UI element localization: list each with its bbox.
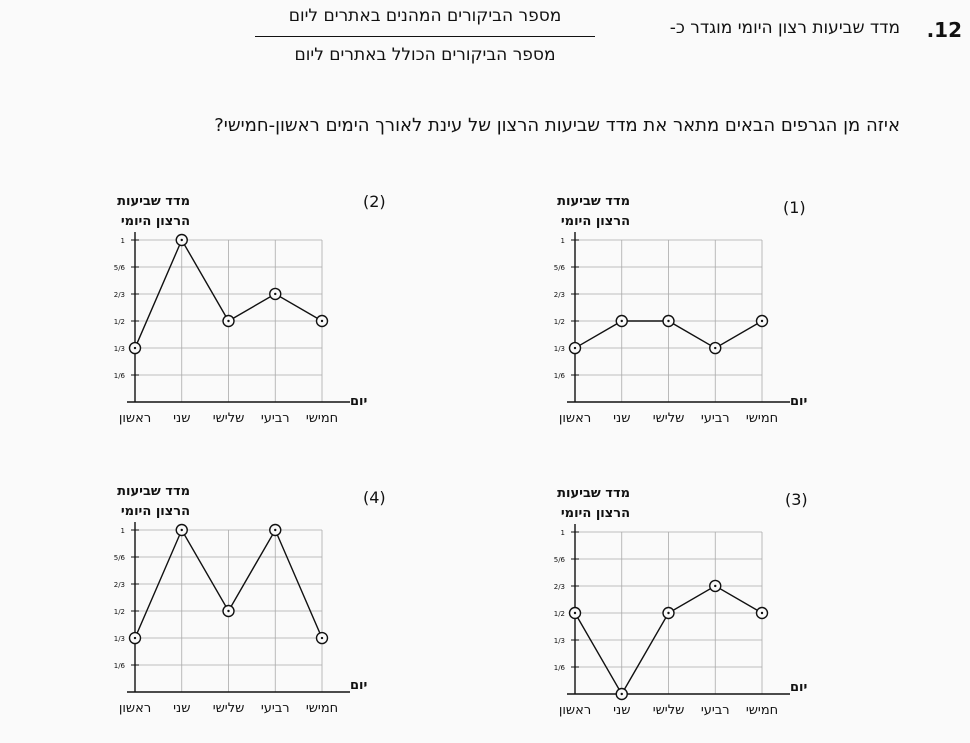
x-category-label: חמישי bbox=[746, 703, 778, 718]
data-point-center bbox=[227, 319, 230, 323]
graph-3-title-line2: הרצון היומי bbox=[560, 506, 630, 521]
data-point-center bbox=[573, 346, 577, 350]
y-tick-label: 1/6 bbox=[114, 372, 126, 380]
x-category-label: רביעי bbox=[701, 411, 730, 426]
y-tick-label: 1/6 bbox=[114, 662, 126, 670]
y-tick-label: 1/2 bbox=[114, 318, 125, 326]
data-point-center bbox=[180, 528, 183, 532]
y-tick-label: 1/3 bbox=[554, 637, 565, 645]
y-tick-label: 1/2 bbox=[554, 318, 565, 326]
y-tick-label: 2/3 bbox=[114, 581, 125, 589]
x-category-label: ראשון bbox=[119, 701, 151, 716]
y-tick-label: 1/6 bbox=[554, 372, 566, 380]
graph-2-xlabel: יום bbox=[350, 394, 368, 409]
graph-2-ylabel: מדד שביעות הרצון היומי bbox=[70, 192, 190, 232]
x-category-label: חמישי bbox=[306, 701, 338, 716]
graph-3-title-line1: מדד שביעות bbox=[557, 486, 630, 501]
x-category-label: שלישי bbox=[213, 701, 245, 716]
data-point-center bbox=[320, 636, 324, 640]
y-tick-label: 5/6 bbox=[554, 264, 566, 272]
y-tick-label: 1/3 bbox=[114, 345, 125, 353]
graph-2-title-line1: מדד שביעות bbox=[117, 194, 190, 209]
data-point-center bbox=[573, 611, 577, 615]
graph-1: מדד שביעות הרצון היומי (1) יום 1 5/6 2/3 1/… bbox=[520, 190, 850, 430]
y-tick-label: 2/3 bbox=[554, 583, 565, 591]
graph-4-title-line1: מדד שביעות bbox=[117, 484, 190, 499]
data-point-center bbox=[620, 319, 623, 323]
graph-3-xlabel: יום bbox=[790, 680, 808, 695]
x-category-label: רביעי bbox=[261, 411, 290, 426]
data-point-center bbox=[274, 292, 277, 296]
data-point-center bbox=[714, 346, 717, 350]
graph-4: מדד שביעות הרצון היומי (4) יום 1 5/6 2/3 1/… bbox=[80, 480, 410, 720]
y-tick-label: 5/6 bbox=[114, 554, 126, 562]
y-tick-label: 1 bbox=[561, 237, 565, 245]
definition-text: מדד שביעות רצון היומי מוגדר כ- bbox=[669, 18, 900, 38]
y-tick-label: 1/3 bbox=[554, 345, 565, 353]
data-point-center bbox=[620, 692, 623, 696]
y-tick-label: 1/2 bbox=[114, 608, 125, 616]
x-category-label: שלישי bbox=[653, 703, 685, 718]
x-category-label: שלישי bbox=[213, 411, 245, 426]
y-tick-label: 2/3 bbox=[114, 291, 125, 299]
graph-3-label: (3) bbox=[785, 490, 808, 509]
graph-2: מדד שביעות הרצון היומי (2) יום 1 5/6 2/3 1/… bbox=[80, 190, 410, 430]
data-point-center bbox=[180, 238, 183, 242]
x-category-label: שני bbox=[613, 411, 630, 426]
data-point-center bbox=[133, 636, 137, 640]
y-tick-label: 1/6 bbox=[554, 664, 566, 672]
fraction-denominator: מספר הביקורים הכולל באתרים ליום bbox=[294, 45, 556, 65]
definition-fraction: מספר הביקורים המהנים באתרים ליום מספר הב… bbox=[255, 6, 595, 65]
graph-4-title-line2: הרצון היומי bbox=[120, 504, 190, 519]
graph-4-label: (4) bbox=[363, 488, 386, 507]
x-category-label: חמישי bbox=[746, 411, 778, 426]
data-point-center bbox=[667, 319, 670, 323]
data-point-center bbox=[274, 528, 277, 532]
data-point-center bbox=[667, 611, 670, 615]
x-category-label: ראשון bbox=[559, 411, 591, 426]
y-tick-label: 1 bbox=[121, 527, 125, 535]
graph-1-title-line1: מדד שביעות bbox=[557, 194, 630, 209]
y-tick-label: 1 bbox=[121, 237, 125, 245]
data-point-center bbox=[227, 609, 230, 613]
graph-1-plot: 1 5/6 2/3 1/2 1/3 1/6 ראשון שני שלישי רביעי חמישי bbox=[554, 232, 790, 426]
graph-4-xlabel: יום bbox=[350, 678, 368, 693]
x-category-label: שני bbox=[173, 411, 190, 426]
graph-3-ylabel: מדד שביעות הרצון היומי bbox=[510, 484, 630, 524]
graph-2-plot: 1 5/6 2/3 1/2 1/3 1/6 ראשון שני שלישי רביעי חמישי bbox=[114, 232, 350, 426]
graph-1-xlabel: יום bbox=[790, 394, 808, 409]
data-point-center bbox=[760, 319, 764, 323]
graph-3: מדד שביעות הרצון היומי (3) יום 1 5/6 2/3 1/… bbox=[520, 482, 850, 722]
fraction-numerator: מספר הביקורים המהנים באתרים ליום bbox=[288, 6, 562, 26]
x-category-label: ראשון bbox=[119, 411, 151, 426]
graph-3-plot: 1 5/6 2/3 1/2 1/3 1/6 ראשון שני שלישי רביעי חמישי bbox=[554, 524, 790, 718]
y-tick-label: 2/3 bbox=[554, 291, 565, 299]
y-tick-label: 5/6 bbox=[554, 556, 566, 564]
y-tick-label: 5/6 bbox=[114, 264, 126, 272]
data-point-center bbox=[320, 319, 324, 323]
graph-2-label: (2) bbox=[363, 192, 386, 211]
data-point-center bbox=[760, 611, 764, 615]
x-category-label: שני bbox=[613, 703, 630, 718]
y-tick-label: 1/3 bbox=[114, 635, 125, 643]
data-point-center bbox=[133, 346, 137, 350]
x-category-label: ראשון bbox=[559, 703, 591, 718]
graph-4-ylabel: מדד שביעות הרצון היומי bbox=[70, 482, 190, 522]
y-tick-label: 1/2 bbox=[554, 610, 565, 618]
graph-1-ylabel: מדד שביעות הרצון היומי bbox=[510, 192, 630, 232]
data-point-center bbox=[714, 584, 717, 588]
question-prompt: איזה מן הגרפים הבאים מתאר את מדד שביעות … bbox=[214, 115, 900, 136]
x-category-label: שני bbox=[173, 701, 190, 716]
graph-2-title-line2: הרצון היומי bbox=[120, 214, 190, 229]
question-number: .12 bbox=[926, 18, 962, 42]
x-category-label: רביעי bbox=[701, 703, 730, 718]
x-category-label: שלישי bbox=[653, 411, 685, 426]
x-category-label: רביעי bbox=[261, 701, 290, 716]
y-tick-label: 1 bbox=[561, 529, 565, 537]
graph-4-plot: 1 5/6 2/3 1/2 1/3 1/6 ראשון שני שלישי רביעי חמישי bbox=[114, 522, 350, 716]
graph-1-label: (1) bbox=[783, 198, 806, 217]
x-category-label: חמישי bbox=[306, 411, 338, 426]
fraction-line bbox=[255, 36, 595, 37]
graph-1-title-line2: הרצון היומי bbox=[560, 214, 630, 229]
